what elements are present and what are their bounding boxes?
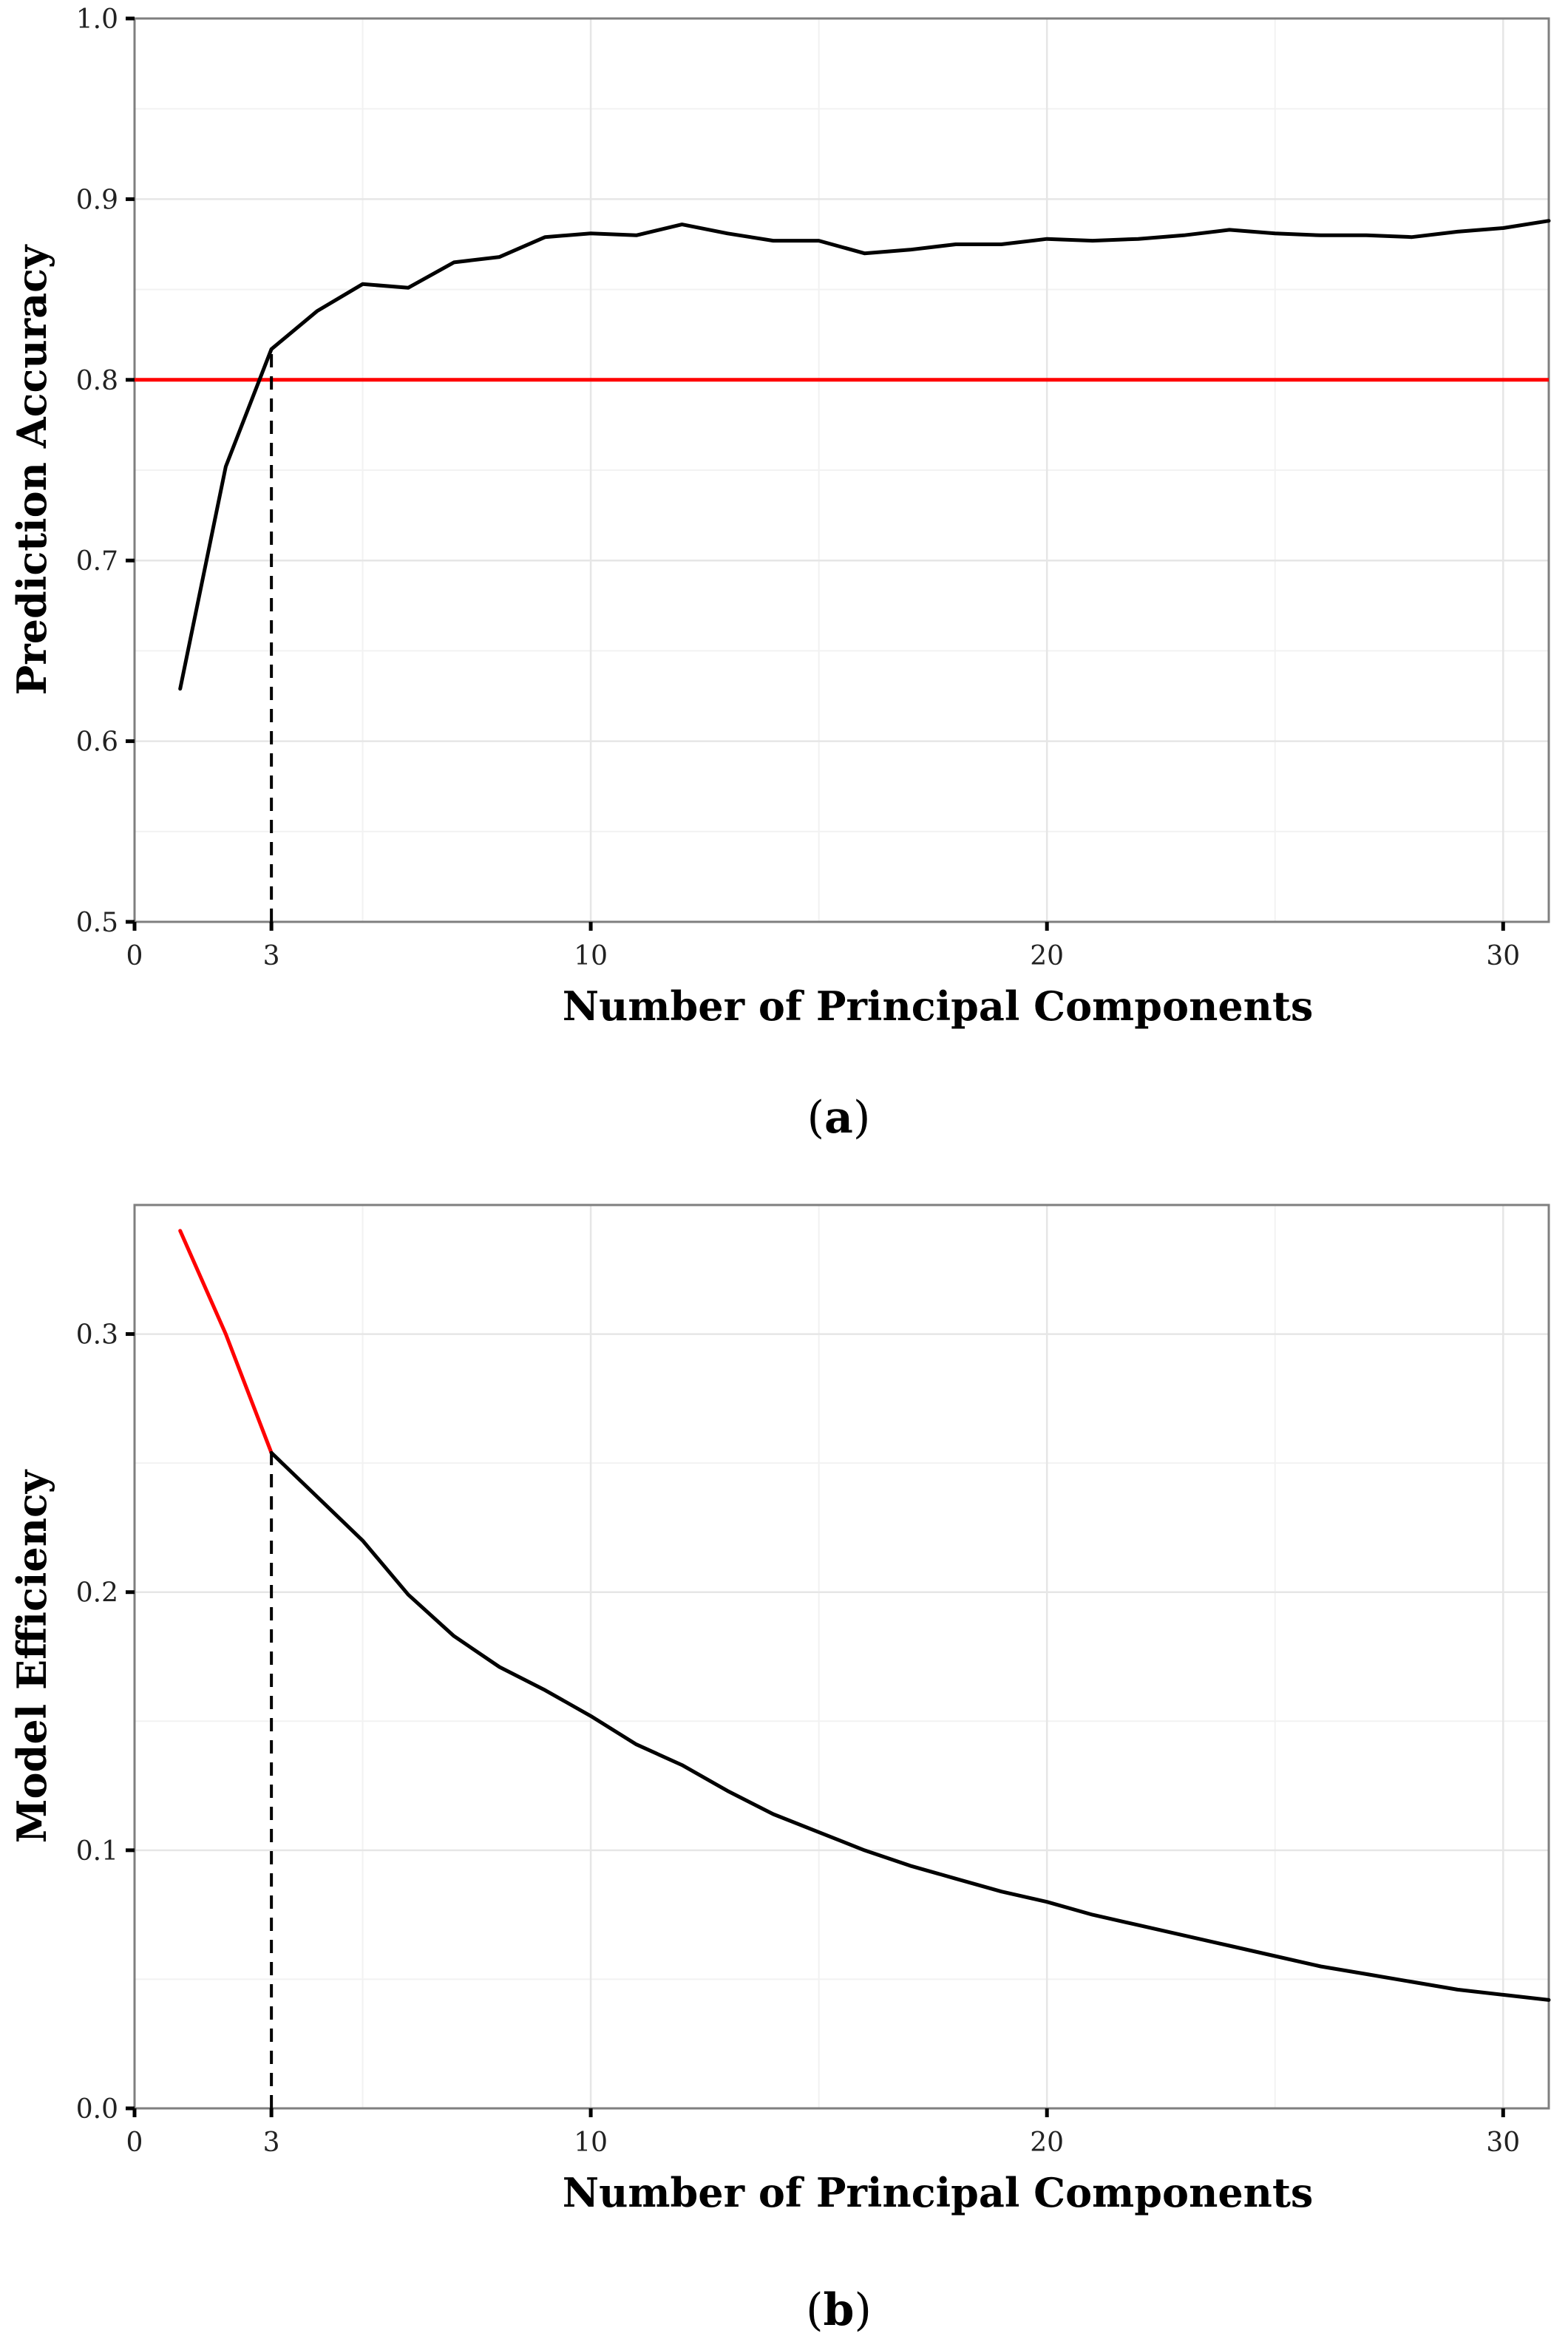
x-axis-title: Number of Principal Components [563, 982, 1314, 1030]
panel-letter: a [824, 1092, 853, 1144]
y-axis-title: Prediction Accuracy [8, 244, 55, 695]
axis-ticks: 0.0 0.1 0.2 0.3 0 3 10 20 30 [76, 1320, 1520, 2158]
grid-lines [133, 17, 1549, 923]
y-axis-title: Model Efficiency [8, 1469, 55, 1843]
data-series [178, 219, 1551, 691]
series-line [178, 1229, 274, 1455]
y-tick-label: 0.2 [76, 1578, 118, 1609]
panel-label: (a) [807, 1092, 871, 1144]
panel-label: (b) [806, 2284, 872, 2336]
y-tick-label: 0.9 [76, 185, 118, 215]
x-tick-label: 30 [1486, 941, 1520, 971]
x-tick-label: 3 [263, 2128, 280, 2158]
y-tick-label: 0.5 [76, 908, 118, 938]
series-line [269, 1450, 1551, 2002]
x-tick-label: 30 [1486, 2128, 1520, 2158]
plot-frame [133, 17, 1550, 923]
y-tick-label: 0.3 [76, 1320, 118, 1351]
x-tick-label: 20 [1030, 941, 1064, 971]
series-line [178, 219, 1551, 691]
y-tick-label: 0.8 [76, 366, 118, 396]
y-tick-label: 0.7 [76, 546, 118, 577]
y-tick-label: 0.1 [76, 1836, 118, 1867]
x-tick-label: 3 [263, 941, 280, 971]
axis-ticks: 0.5 0.6 0.7 0.8 0.9 1.0 0 3 10 20 30 [76, 4, 1520, 971]
grid-lines [133, 1205, 1549, 2110]
plot-frame [133, 1204, 1550, 2110]
x-tick-label: 10 [574, 941, 608, 971]
plot-border [133, 17, 1550, 923]
y-tick-label: 0.6 [76, 727, 118, 758]
y-tick-label: 0.0 [76, 2094, 118, 2125]
chart-panel-b: 0.0 0.1 0.2 0.3 0 3 10 20 30 Number of Principal… [8, 1204, 1551, 2336]
x-tick-label: 20 [1030, 2128, 1064, 2158]
reference-lines [135, 349, 1549, 922]
panel-letter: b [824, 2284, 855, 2336]
chart-panel-a: 0.5 0.6 0.7 0.8 0.9 1.0 0 3 10 20 30 Number of Pri… [8, 4, 1551, 1144]
x-axis-title: Number of Principal Components [563, 2169, 1314, 2216]
x-tick-label: 10 [574, 2128, 608, 2158]
x-tick-label: 0 [126, 941, 143, 971]
data-series [178, 1229, 1551, 2002]
plot-border [133, 1204, 1550, 2110]
y-tick-label: 1.0 [76, 4, 118, 35]
x-tick-label: 0 [126, 2128, 143, 2158]
